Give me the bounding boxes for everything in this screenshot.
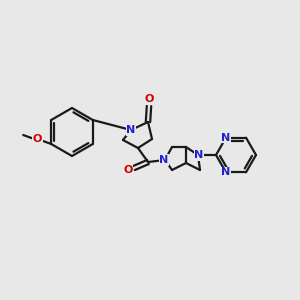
Text: N: N bbox=[194, 150, 204, 160]
Text: N: N bbox=[221, 167, 231, 177]
Text: O: O bbox=[123, 165, 133, 175]
Text: N: N bbox=[221, 133, 231, 143]
Text: O: O bbox=[144, 94, 154, 104]
Text: N: N bbox=[159, 155, 169, 165]
Text: O: O bbox=[32, 134, 42, 144]
Text: N: N bbox=[126, 125, 136, 135]
